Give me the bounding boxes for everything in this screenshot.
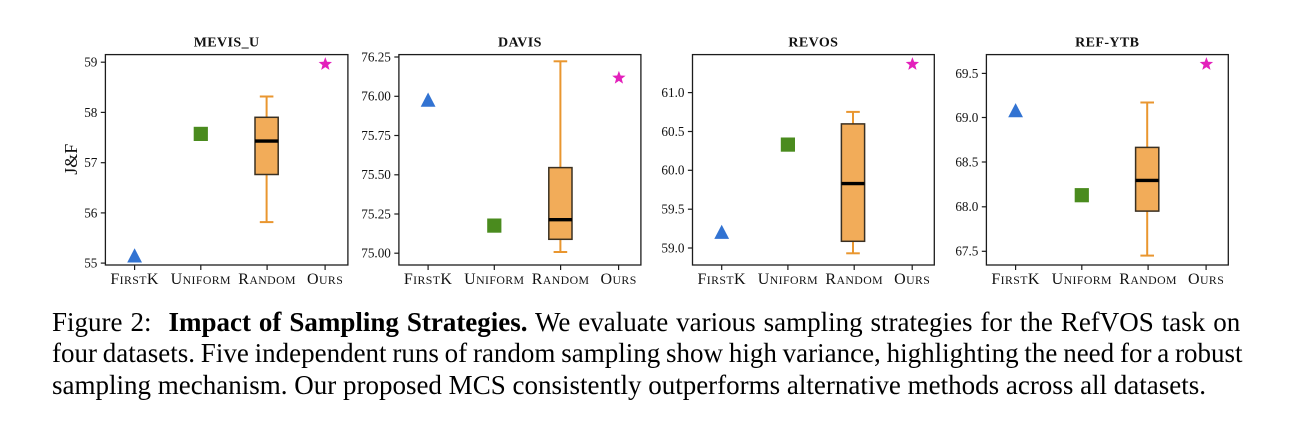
- svg-text:FIRSTK: FIRSTK: [697, 271, 745, 288]
- svg-text:55: 55: [84, 256, 98, 271]
- svg-text:REVOS: REVOS: [788, 35, 838, 50]
- svg-text:76.00: 76.00: [361, 89, 391, 104]
- svg-text:59: 59: [84, 55, 98, 70]
- svg-text:69.0: 69.0: [955, 110, 978, 125]
- svg-text:MEVIS_U: MEVIS_U: [194, 35, 260, 50]
- svg-text:59.5: 59.5: [661, 202, 684, 217]
- svg-text:59.0: 59.0: [661, 240, 684, 255]
- svg-text:DAVIS: DAVIS: [498, 35, 542, 50]
- svg-text:J&F: J&F: [61, 144, 81, 175]
- svg-text:FIRSTK: FIRSTK: [404, 271, 452, 288]
- svg-text:RANDOM: RANDOM: [1119, 271, 1177, 288]
- svg-text:67.5: 67.5: [955, 244, 978, 259]
- svg-text:REF-YTB: REF-YTB: [1075, 35, 1139, 50]
- svg-text:OURS: OURS: [1188, 271, 1224, 288]
- svg-text:RANDOM: RANDOM: [825, 271, 883, 288]
- svg-text:58: 58: [84, 105, 98, 120]
- svg-text:68.0: 68.0: [955, 199, 978, 214]
- svg-text:68.5: 68.5: [955, 154, 978, 169]
- svg-text:FIRSTK: FIRSTK: [991, 271, 1039, 288]
- svg-text:75.25: 75.25: [361, 206, 391, 221]
- svg-text:56: 56: [84, 205, 98, 220]
- svg-text:OURS: OURS: [307, 271, 343, 288]
- svg-text:69.5: 69.5: [955, 66, 978, 81]
- svg-text:75.50: 75.50: [361, 167, 391, 182]
- svg-text:UNIFORM: UNIFORM: [1052, 271, 1112, 288]
- svg-text:60.0: 60.0: [661, 163, 684, 178]
- svg-text:OURS: OURS: [601, 271, 637, 288]
- svg-text:57: 57: [84, 155, 98, 170]
- svg-text:61.0: 61.0: [661, 85, 684, 100]
- svg-text:75.75: 75.75: [361, 128, 391, 143]
- svg-text:RANDOM: RANDOM: [532, 271, 590, 288]
- svg-text:76.25: 76.25: [361, 49, 391, 64]
- svg-text:75.00: 75.00: [361, 246, 391, 261]
- svg-text:RANDOM: RANDOM: [238, 271, 296, 288]
- svg-text:FIRSTK: FIRSTK: [110, 271, 158, 288]
- svg-text:60.5: 60.5: [661, 124, 684, 139]
- svg-text:UNIFORM: UNIFORM: [171, 271, 231, 288]
- svg-text:UNIFORM: UNIFORM: [758, 271, 818, 288]
- svg-text:OURS: OURS: [894, 271, 930, 288]
- svg-text:UNIFORM: UNIFORM: [464, 271, 524, 288]
